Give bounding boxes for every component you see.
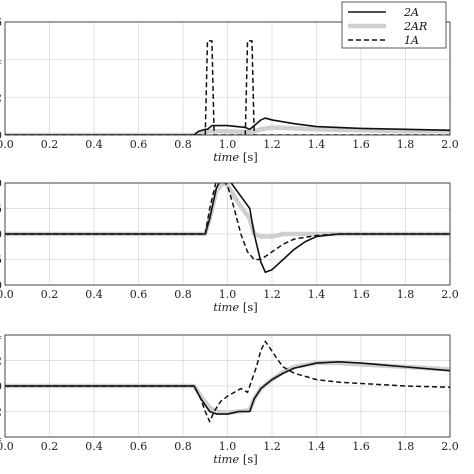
y-tick-label: 0.10 <box>0 279 2 292</box>
x-tick-label: 1.4 <box>308 138 326 151</box>
x-axis-label: time [s] <box>213 300 258 314</box>
subplot-2: 0.0 0.2 0.4 0.6 0.8 1.0 1.2 1.4 1.6 1.8 2.0 0.10 0.0… <box>0 177 459 314</box>
x-tick-label: 1.4 <box>308 288 326 301</box>
x-tick-label: 1.2 <box>263 288 281 301</box>
x-tick-label: 0.2 <box>41 440 59 453</box>
series-group <box>5 183 450 274</box>
x-axis-label-name: time <box>213 300 239 314</box>
series-group <box>5 40 450 135</box>
x-axis-label-name: time <box>213 150 239 164</box>
y-tick-label: 0.0 <box>0 380 2 393</box>
x-tick-label: 0.2 <box>41 288 59 301</box>
x-tick-label: 2.0 <box>441 440 459 453</box>
y-tick-label: 0.2 <box>0 91 2 104</box>
x-tick-label: 0.4 <box>85 440 103 453</box>
x-tick-label: 1.0 <box>219 440 237 453</box>
x-axis-label: time [s] <box>213 452 258 466</box>
x-tick-label: 0.0 <box>0 440 14 453</box>
y-tick-label: 0.6 <box>0 16 2 29</box>
plot-frame <box>4 21 451 136</box>
series-group <box>5 340 450 423</box>
x-tick-label: 1.8 <box>397 288 415 301</box>
x-tick-label: 2.0 <box>441 138 459 151</box>
x-tick-label: 0.6 <box>130 288 148 301</box>
legend-label-2a: 2A <box>403 6 419 19</box>
x-axis-label-name: time <box>213 452 239 466</box>
x-tick-label: 1.0 <box>219 288 237 301</box>
subplot-3: 0.0 0.2 0.4 0.6 0.8 1.0 1.2 1.4 1.6 1.8 2.0 0.4 0.2 0… <box>0 329 459 466</box>
plot-frame <box>4 334 451 438</box>
x-tick-label: 1.6 <box>352 288 370 301</box>
x-tick-label: 0.4 <box>85 288 103 301</box>
x-axis-label-unit: [s] <box>239 452 258 466</box>
legend-label-2ar: 2AR <box>403 20 427 33</box>
y-tick-label: 0.05 <box>0 254 2 267</box>
y-tick-label: 0.10 <box>0 177 2 190</box>
y-tick-label: 0.4 <box>0 431 2 444</box>
y-tick-label: 0.2 <box>0 406 2 419</box>
x-tick-label: 0.8 <box>174 138 192 151</box>
x-tick-label: 1.8 <box>397 138 415 151</box>
y-tick-label: 0.0 <box>0 129 2 142</box>
series-line-2ar <box>5 125 450 135</box>
series-line-1a <box>5 340 450 423</box>
x-axis-label-unit: [s] <box>239 150 258 164</box>
x-tick-label: 0.0 <box>0 138 14 151</box>
x-tick-label: 0.6 <box>130 440 148 453</box>
x-tick-label: 1.2 <box>263 138 281 151</box>
x-tick-label: 1.6 <box>352 440 370 453</box>
x-tick-label: 1.6 <box>352 138 370 151</box>
series-line-2a <box>5 117 450 135</box>
x-tick-label: 1.4 <box>308 440 326 453</box>
x-tick-label: 0.4 <box>85 138 103 151</box>
x-tick-label: 0.0 <box>0 288 14 301</box>
x-tick-label: 0.8 <box>174 288 192 301</box>
x-tick-label: 0.8 <box>174 440 192 453</box>
series-line-1a <box>5 40 450 135</box>
subplot-1: 0.0 0.2 0.4 0.6 0.8 1.0 1.2 1.4 1.6 1.8 2.0 0.0 0.2 0… <box>0 1 459 164</box>
x-tick-label: 1.8 <box>397 440 415 453</box>
series-line-2a <box>5 183 450 274</box>
y-tick-label: 0.05 <box>0 203 2 216</box>
series-line-2a <box>5 360 450 415</box>
series-line-1a <box>5 183 450 261</box>
x-tick-label: 1.0 <box>219 138 237 151</box>
x-tick-label: 0.6 <box>130 138 148 151</box>
y-tick-label: 0.00 <box>0 228 2 241</box>
y-tick-label: 0.2 <box>0 355 2 368</box>
legend-label-1a: 1A <box>404 34 419 47</box>
x-axis-label: time [s] <box>213 150 258 164</box>
y-tick-label: 0.4 <box>0 54 2 67</box>
x-axis-label-unit: [s] <box>239 300 258 314</box>
x-tick-label: 2.0 <box>441 288 459 301</box>
x-tick-label: 1.2 <box>263 440 281 453</box>
y-tick-label: 0.4 <box>0 329 2 342</box>
x-tick-label: 0.2 <box>41 138 59 151</box>
plot-frame <box>4 182 451 286</box>
